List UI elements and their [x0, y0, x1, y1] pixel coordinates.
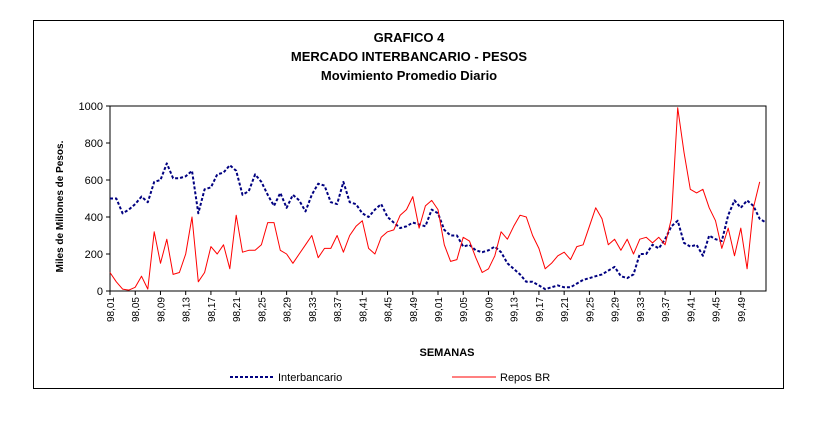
- series-lines: [109, 107, 767, 291]
- legend-label: Repos BR: [500, 372, 550, 384]
- y-tick-label: 0: [97, 286, 103, 298]
- x-tick-label: 98,21: [232, 297, 243, 322]
- x-tick-label: 99,45: [712, 297, 723, 322]
- series-line-interbancario: [110, 162, 767, 291]
- x-tick-label: 99,09: [484, 297, 495, 322]
- x-tick-label: 99,13: [510, 297, 521, 322]
- plot-area: [109, 105, 767, 292]
- series-line-repos-br: [109, 107, 761, 291]
- x-tick-label: 99,37: [661, 297, 672, 322]
- x-tick-label: 99,21: [560, 297, 571, 322]
- x-tick-label: 99,17: [535, 297, 546, 322]
- x-tick-label: 98,41: [358, 297, 369, 322]
- x-tick-label: 98,01: [106, 297, 117, 322]
- x-tick-label: 98,09: [156, 297, 167, 322]
- x-tick-label: 98,49: [409, 297, 420, 322]
- chart-subtitle-2: Movimiento Promedio Diario: [320, 68, 498, 83]
- x-tick-label: 98,37: [333, 297, 344, 322]
- x-tick-label: 99,25: [585, 297, 596, 322]
- x-tick-label: 99,05: [459, 297, 470, 322]
- legend: Interbancario Repos BR: [230, 372, 550, 384]
- x-tick-label: 98,25: [257, 297, 268, 322]
- y-tick-label: 600: [85, 175, 103, 187]
- x-tick-label: 99,49: [737, 297, 748, 322]
- x-tick-label: 99,01: [434, 297, 445, 322]
- y-axis-label: Miles de Millones de Pesos.: [55, 140, 66, 272]
- chart-title: GRAFICO 4: [373, 30, 445, 45]
- y-tick-label: 800: [85, 138, 103, 150]
- legend-label: Interbancario: [278, 372, 342, 384]
- x-tick-label: 99,29: [611, 297, 622, 322]
- x-axis-label: SEMANAS: [419, 347, 474, 359]
- x-tick-label: 98,13: [182, 297, 193, 322]
- x-tick-label: 99,33: [636, 297, 647, 322]
- x-tick-label: 98,33: [308, 297, 319, 322]
- chart-subtitle: MERCADO INTERBANCARIO - PESOS: [290, 49, 528, 64]
- axes: 0 200 400 600 800 1000 Miles de Millones de Pe…: [55, 101, 767, 359]
- x-tick-label: 98,05: [131, 297, 142, 322]
- x-tick-label: 98,45: [384, 297, 395, 322]
- x-tick-label: 98,29: [283, 297, 294, 322]
- y-tick-label: 200: [85, 249, 103, 261]
- x-tick-label: 99,41: [686, 297, 697, 322]
- x-tick-label: 98,17: [207, 297, 218, 322]
- y-tick-label: 400: [85, 212, 103, 224]
- y-tick-label: 1000: [79, 101, 103, 113]
